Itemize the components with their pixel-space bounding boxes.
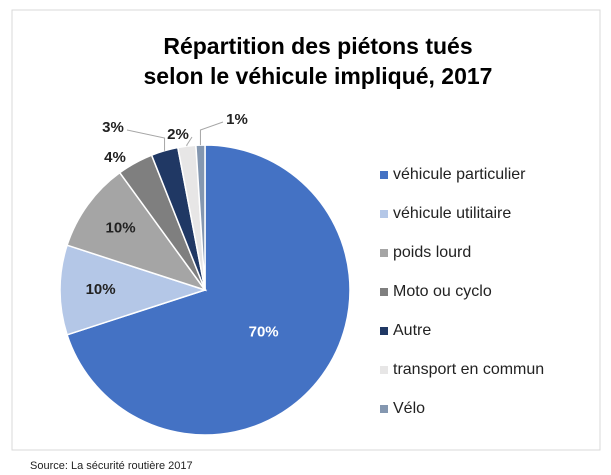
legend-label: transport en commun (393, 361, 544, 378)
source: Source: La sécurité routière 2017 (30, 460, 193, 472)
legend-swatch (380, 249, 388, 257)
legend-label: Vélo (393, 400, 425, 417)
data-label: 3% (102, 119, 124, 136)
legend-swatch (380, 405, 388, 413)
legend-label: Autre (393, 322, 431, 339)
legend-swatch (380, 366, 388, 374)
data-label: 4% (104, 149, 126, 166)
pie-slice (66, 171, 207, 292)
leader-line (186, 136, 193, 147)
chart-title: Répartition des piétons tués (163, 33, 472, 59)
legend-label: véhicule particulier (393, 166, 526, 183)
data-label: 2% (167, 126, 189, 143)
legend-swatch (380, 288, 388, 296)
data-label: 10% (86, 281, 116, 298)
pie-slice (59, 244, 208, 336)
legend-swatch (380, 327, 388, 335)
data-label: 10% (106, 220, 136, 237)
legend-label: véhicule utilitaire (393, 205, 511, 222)
legend-swatch (380, 171, 388, 179)
legend-swatch (380, 210, 388, 218)
legend-label: poids lourd (393, 244, 471, 261)
leader-line (126, 129, 166, 151)
legend-label: Moto ou cyclo (393, 283, 492, 300)
pie-slice (66, 144, 351, 436)
leader-line (199, 121, 224, 146)
data-label: 70% (249, 324, 279, 341)
data-label: 1% (226, 111, 248, 128)
chart-title: selon le véhicule impliqué, 2017 (144, 63, 493, 89)
